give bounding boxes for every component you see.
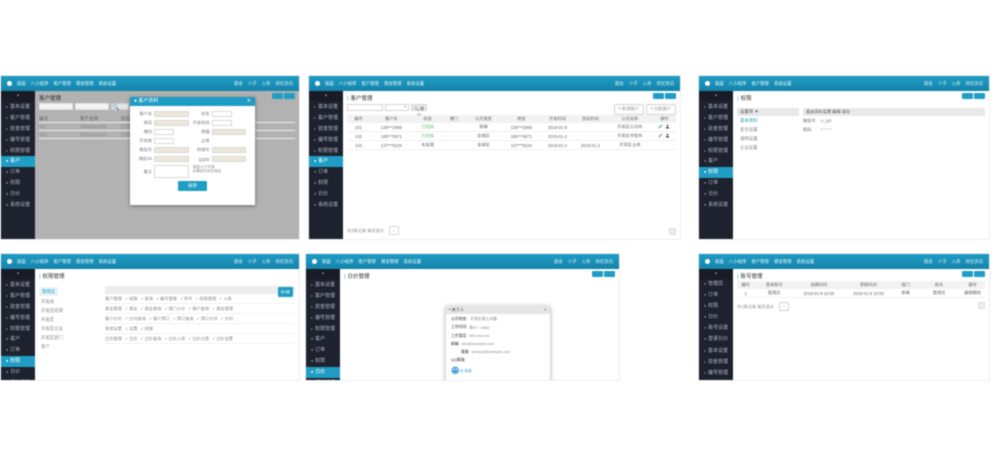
svg-text:径 客服: 径 客服 (460, 368, 472, 373)
